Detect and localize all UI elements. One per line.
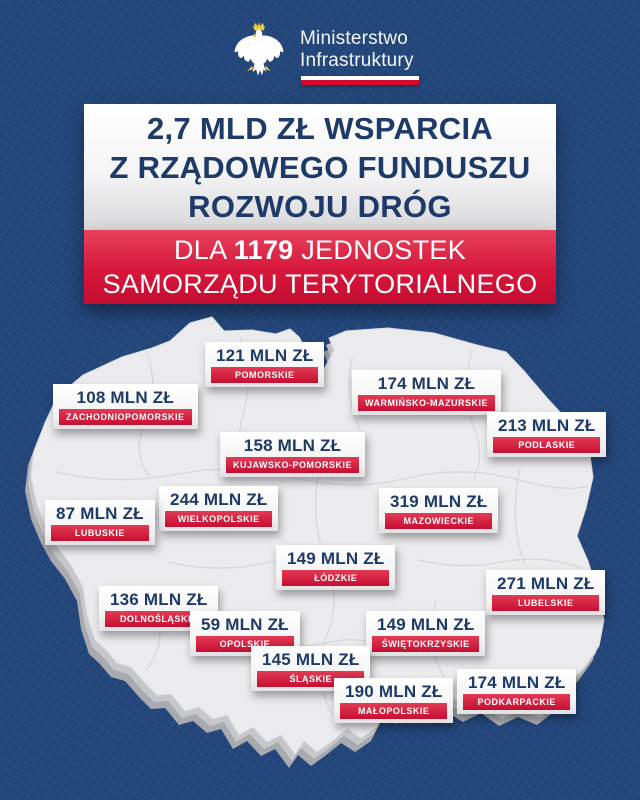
subtitle-line-2: SAMORZĄDU TERYTORIALNEGO (102, 269, 538, 299)
region-label-lubuskie: 87 MLN ZŁ LUBUSKIE (45, 500, 155, 545)
region-amount: 190 MLN ZŁ (345, 682, 443, 701)
region-label-podkarpackie: 174 MLN ZŁ PODKARPACKIE (457, 669, 577, 714)
region-amount: 145 MLN ZŁ (262, 650, 360, 669)
subtitle-count: 1179 (233, 235, 294, 265)
region-label-zachodniopomorskie: 108 MLN ZŁ ZACHODNIOPOMORSKIE (53, 384, 198, 429)
region-amount: 213 MLN ZŁ (498, 416, 596, 435)
region-amount: 87 MLN ZŁ (56, 504, 144, 523)
title-line-2: Z RZĄDOWEGO FUNDUSZU (109, 149, 531, 185)
region-label-podlaskie: 213 MLN ZŁ PODLASKIE (487, 412, 607, 457)
subtitle-suffix: JEDNOSTEK (293, 235, 467, 265)
region-amount: 174 MLN ZŁ (468, 673, 566, 692)
flag-red-stripe (301, 80, 419, 85)
polish-eagle-icon (234, 21, 284, 76)
region-amount: 108 MLN ZŁ (76, 388, 174, 407)
region-amount: 158 MLN ZŁ (243, 436, 342, 455)
region-name: WARMIŃSKO-MAZURSKIE (358, 395, 495, 411)
ministry-header: Ministerstwo Infrastruktury (0, 16, 640, 96)
region-name: MAŁOPOLSKIE (340, 703, 448, 719)
title-line-1: 2,7 MLD ZŁ WSPARCIA (146, 110, 494, 146)
region-label-swietokrzyskie: 149 MLN ZŁ ŚWIĘTOKRZYSKIE (366, 611, 486, 656)
region-amount: 271 MLN ZŁ (497, 574, 595, 593)
region-label-pomorskie: 121 MLN ZŁ POMORSKIE (205, 342, 325, 387)
region-label-lodzkie: 149 MLN ZŁ ŁÓDZKIE (276, 545, 396, 590)
region-label-kujawsko-pomorskie: 158 MLN ZŁ KUJAWSKO-POMORSKIE (220, 432, 366, 477)
title-line-3: ROZWOJU DRÓG (188, 188, 452, 224)
region-name: LUBUSKIE (51, 525, 149, 541)
region-name: PODLASKIE (493, 437, 601, 453)
region-amount: 121 MLN ZŁ (216, 346, 314, 365)
ministry-name: Ministerstwo Infrastruktury (300, 28, 414, 72)
region-amount: 136 MLN ZŁ (110, 590, 208, 609)
region-amount: 319 MLN ZŁ (390, 492, 488, 511)
region-name: MAZOWIECKIE (385, 513, 493, 529)
region-name: PODKARPACKIE (463, 694, 571, 710)
subtitle-banner: DLA 1179 JEDNOSTEK SAMORZĄDU TERYTORIALN… (84, 230, 556, 304)
region-amount: 244 MLN ZŁ (170, 490, 268, 509)
region-name: LUBELSKIE (492, 595, 600, 611)
region-label-malopolskie: 190 MLN ZŁ MAŁOPOLSKIE (334, 678, 454, 723)
subtitle-line-1: DLA 1179 JEDNOSTEK (174, 233, 466, 267)
region-amount: 149 MLN ZŁ (377, 615, 475, 634)
region-name: WIELKOPOLSKIE (165, 511, 273, 527)
region-name: DOLNOŚLĄSKIE (105, 611, 213, 627)
region-label-lubelskie: 271 MLN ZŁ LUBELSKIE (486, 570, 606, 615)
ministry-name-line2: Infrastruktury (300, 50, 414, 71)
region-label-mazowieckie: 319 MLN ZŁ MAZOWIECKIE (379, 488, 499, 533)
region-amount: 149 MLN ZŁ (287, 549, 385, 568)
region-label-wielkopolskie: 244 MLN ZŁ WIELKOPOLSKIE (159, 486, 279, 531)
ministry-name-line1: Ministerstwo (300, 28, 408, 49)
region-amount: 59 MLN ZŁ (201, 615, 289, 634)
region-name: KUJAWSKO-POMORSKIE (226, 457, 360, 473)
region-name: POMORSKIE (211, 367, 319, 383)
region-amount: 174 MLN ZŁ (377, 374, 476, 393)
region-name: ŁÓDZKIE (282, 570, 390, 586)
subtitle-prefix: DLA (173, 235, 234, 265)
flag-white-stripe (301, 76, 419, 80)
region-label-warminsko-mazurskie: 174 MLN ZŁ WARMIŃSKO-MAZURSKIE (352, 370, 501, 415)
polish-flag-bar (301, 76, 419, 85)
region-name: ZACHODNIOPOMORSKIE (59, 409, 192, 425)
region-name: ŚWIĘTOKRZYSKIE (372, 636, 480, 652)
title-banner: 2,7 MLD ZŁ WSPARCIA Z RZĄDOWEGO FUNDUSZU… (84, 104, 556, 230)
